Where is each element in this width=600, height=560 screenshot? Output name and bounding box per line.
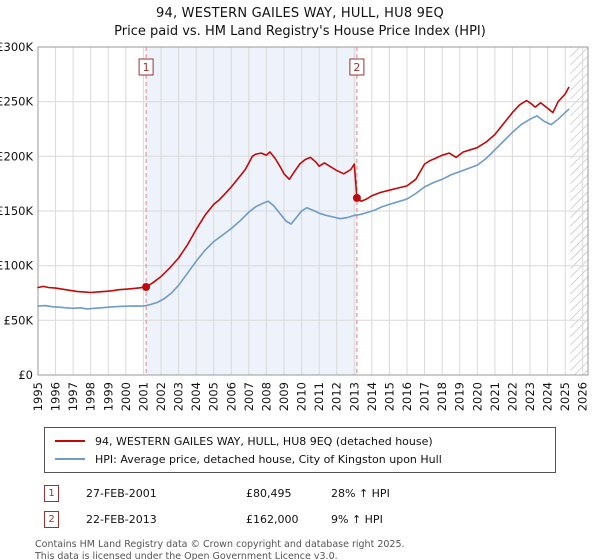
svg-text:2014: 2014: [365, 382, 379, 411]
sale-1-number-badge: 1: [44, 484, 59, 502]
sale-row-1: 1 27-FEB-2001 £80,495 28% ↑ HPI: [44, 483, 600, 503]
svg-text:1995: 1995: [31, 382, 45, 411]
svg-text:1997: 1997: [66, 382, 80, 411]
svg-text:2013: 2013: [347, 382, 361, 411]
svg-text:1996: 1996: [49, 382, 63, 411]
svg-text:£250K: £250K: [0, 95, 33, 109]
svg-text:2024: 2024: [541, 382, 555, 411]
svg-text:2025: 2025: [558, 382, 572, 411]
legend-label-property: 94, WESTERN GAILES WAY, HULL, HU8 9EQ (d…: [95, 434, 433, 448]
svg-text:2012: 2012: [330, 382, 344, 411]
sale-1-price: £80,495: [246, 486, 292, 500]
chart-legend: 94, WESTERN GAILES WAY, HULL, HU8 9EQ (d…: [44, 427, 556, 473]
svg-text:2002: 2002: [154, 382, 168, 411]
svg-text:2016: 2016: [400, 382, 414, 411]
sale-1-hpi-delta: 28% ↑ HPI: [331, 486, 390, 500]
page-title: 94, WESTERN GAILES WAY, HULL, HU8 9EQ: [156, 6, 444, 21]
svg-text:£50K: £50K: [4, 313, 34, 327]
hpi-line-swatch: [55, 458, 85, 460]
legend-item-hpi: HPI: Average price, detached house, City…: [55, 450, 545, 468]
svg-text:£200K: £200K: [0, 149, 33, 163]
svg-text:2001: 2001: [136, 382, 150, 411]
svg-text:£150K: £150K: [0, 204, 33, 218]
price-history-line-chart: 1 2 £0 £50K £100K £150K £200K £250K £300K 1995 199…: [0, 41, 590, 411]
svg-text:2000: 2000: [119, 382, 133, 411]
legend-label-hpi: HPI: Average price, detached house, City…: [95, 452, 442, 466]
svg-text:2010: 2010: [295, 382, 309, 411]
sale-2-hpi-delta: 9% ↑ HPI: [331, 512, 383, 526]
svg-text:2011: 2011: [312, 382, 326, 411]
page-subtitle: Price paid vs. HM Land Registry's House …: [114, 24, 486, 39]
svg-text:2026: 2026: [576, 382, 590, 411]
sale-row-2: 2 22-FEB-2013 £162,000 9% ↑ HPI: [44, 509, 600, 529]
svg-text:1999: 1999: [101, 382, 115, 411]
svg-text:£300K: £300K: [0, 41, 33, 54]
legend-item-property: 94, WESTERN GAILES WAY, HULL, HU8 9EQ (d…: [55, 432, 545, 450]
svg-text:2007: 2007: [242, 382, 256, 411]
svg-text:2004: 2004: [189, 382, 203, 411]
svg-text:2023: 2023: [523, 382, 537, 411]
svg-text:2006: 2006: [224, 382, 238, 411]
svg-text:2019: 2019: [453, 382, 467, 411]
svg-text:2021: 2021: [488, 382, 502, 411]
sale-2-price: £162,000: [246, 512, 299, 526]
sale-2-date: 22-FEB-2013: [86, 512, 157, 526]
license-footer: Contains HM Land Registry data © Crown c…: [35, 539, 600, 560]
svg-text:2: 2: [353, 61, 360, 74]
svg-text:2017: 2017: [418, 382, 432, 411]
svg-text:1: 1: [143, 61, 150, 74]
footer-line-2: This data is licensed under the Open Gov…: [35, 550, 338, 560]
svg-text:£0: £0: [18, 368, 33, 382]
svg-text:2015: 2015: [382, 382, 396, 411]
svg-text:2005: 2005: [207, 382, 221, 411]
svg-text:2003: 2003: [172, 382, 186, 411]
sale-2-number-badge: 2: [44, 510, 59, 528]
svg-text:2009: 2009: [277, 382, 291, 411]
svg-text:2018: 2018: [435, 382, 449, 411]
svg-text:2008: 2008: [259, 382, 273, 411]
footer-line-1: Contains HM Land Registry data © Crown c…: [35, 539, 405, 550]
svg-text:1998: 1998: [84, 382, 98, 411]
svg-text:£100K: £100K: [0, 259, 33, 273]
sale-annotations: 1 27-FEB-2001 £80,495 28% ↑ HPI 2 22-FEB…: [44, 483, 600, 529]
svg-text:2022: 2022: [505, 382, 519, 411]
svg-text:2020: 2020: [470, 382, 484, 411]
property-line-swatch: [55, 440, 85, 442]
sale-1-date: 27-FEB-2001: [86, 486, 157, 500]
